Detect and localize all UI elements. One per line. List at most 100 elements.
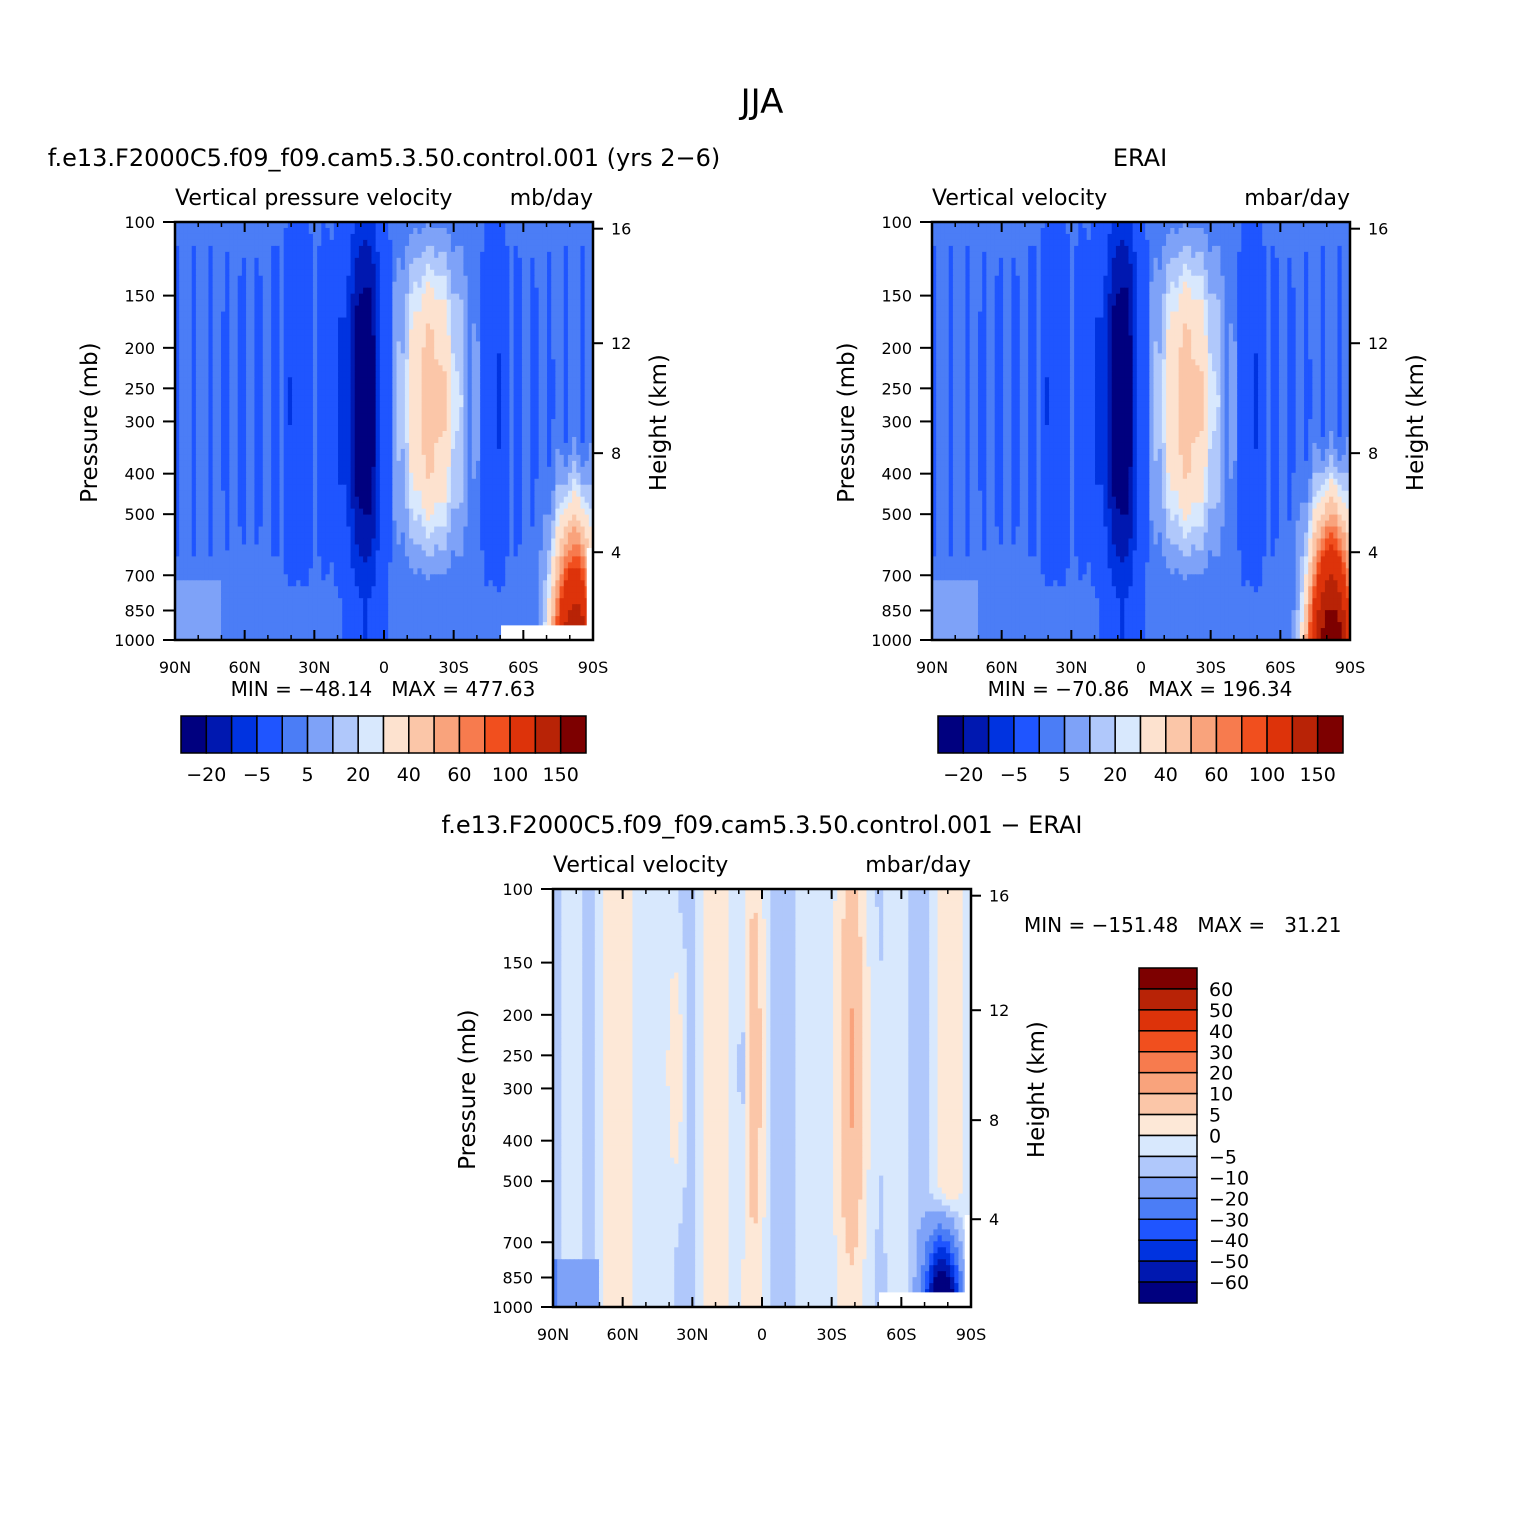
field-cell [358, 341, 364, 348]
field-cell [363, 389, 368, 396]
field-cell [367, 335, 373, 343]
field-cell [179, 222, 184, 229]
field-cell [492, 287, 498, 295]
field-cell [367, 222, 373, 229]
field-cell [551, 478, 556, 486]
field-cell [287, 502, 293, 510]
field-cell [300, 299, 306, 307]
field-cell [338, 490, 343, 498]
field-cell [572, 287, 577, 295]
field-cell [262, 263, 268, 271]
field-cell [446, 371, 452, 378]
field-cell [379, 311, 385, 319]
field-cell [200, 222, 205, 229]
field-cell [551, 425, 556, 432]
field-cell [392, 413, 398, 420]
field-cell [375, 335, 381, 343]
field-cell [459, 490, 465, 498]
field-cell [300, 353, 306, 360]
field-cell [287, 299, 293, 307]
field-cell [266, 239, 272, 247]
field-cell [517, 341, 523, 348]
field-cell [404, 275, 410, 283]
field-cell [555, 347, 561, 354]
field-cell [547, 442, 552, 450]
field-cell [317, 472, 322, 480]
field-cell [409, 425, 414, 432]
field-cell [538, 514, 544, 522]
field-cell [572, 496, 577, 504]
field-cell [580, 293, 586, 301]
field-cell [363, 329, 368, 337]
field-cell [434, 233, 439, 241]
field-cell [363, 395, 368, 402]
field-cell [191, 329, 197, 337]
field-cell [375, 341, 381, 348]
field-cell [409, 293, 414, 301]
field-cell [195, 383, 201, 390]
field-cell [547, 466, 552, 474]
field-cell [551, 269, 556, 277]
field-cell [438, 407, 444, 414]
field-cell [551, 448, 556, 456]
field-cell [463, 275, 469, 283]
field-cell [312, 287, 318, 295]
field-cell [195, 281, 201, 289]
field-cell [471, 305, 477, 313]
field-cell [358, 472, 364, 480]
field-cell [509, 401, 515, 408]
field-cell [413, 502, 419, 510]
field-cell [212, 335, 218, 343]
field-cell [471, 466, 477, 474]
field-cell [354, 442, 360, 450]
field-cell [375, 222, 381, 229]
field-cell [354, 460, 360, 468]
field-cell [275, 490, 281, 498]
field-cell [246, 359, 251, 366]
field-cell [492, 431, 498, 438]
field-cell [492, 245, 498, 253]
field-cell [413, 442, 419, 450]
field-cell [534, 490, 540, 498]
field-cell [279, 257, 285, 265]
field-cell [559, 227, 565, 235]
field-cell [308, 347, 314, 354]
field-cell [354, 251, 360, 259]
field-cell [492, 251, 498, 259]
field-cell [220, 263, 226, 271]
field-cell [584, 365, 590, 372]
field-cell [308, 496, 314, 504]
field-cell [287, 431, 293, 438]
field-cell [551, 305, 556, 313]
field-cell [417, 413, 423, 420]
field-cell [283, 281, 289, 289]
field-cell [283, 431, 289, 438]
field-cell [304, 341, 310, 348]
field-cell [484, 407, 490, 414]
field-cell [425, 329, 431, 337]
field-cell [530, 245, 536, 253]
field-cell [183, 502, 189, 510]
field-cell [446, 419, 452, 426]
field-cell [250, 299, 256, 307]
field-cell [559, 448, 565, 456]
field-cell [388, 239, 393, 247]
field-cell [563, 401, 569, 408]
field-cell [396, 311, 402, 319]
field-cell [551, 359, 556, 366]
field-cell [175, 263, 180, 271]
field-cell [530, 466, 536, 474]
field-cell [271, 389, 276, 396]
field-cell [388, 454, 393, 462]
field-cell [175, 323, 180, 331]
field-cell [216, 239, 222, 247]
field-cell [371, 454, 377, 462]
field-cell [492, 478, 498, 486]
field-cell [538, 383, 544, 390]
field-cell [517, 389, 523, 396]
field-cell [342, 442, 347, 450]
field-cell [413, 341, 419, 348]
field-cell [492, 383, 498, 390]
field-cell [338, 395, 343, 402]
field-cell [212, 329, 218, 337]
